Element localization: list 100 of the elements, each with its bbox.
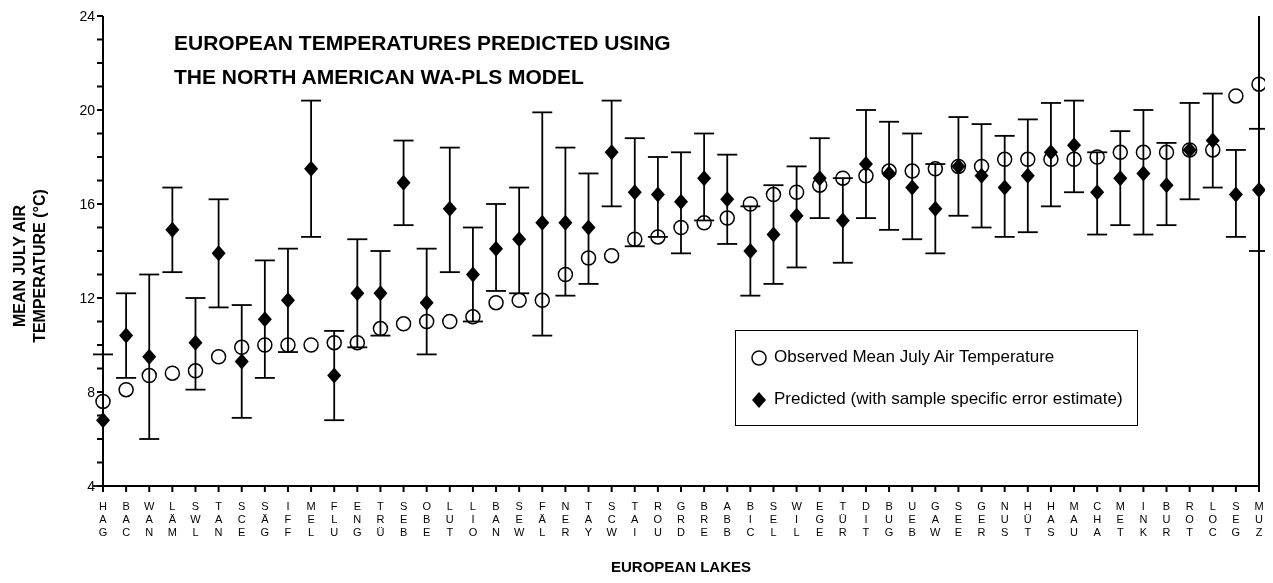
x-tick-label: ROT	[1185, 500, 1195, 538]
point	[534, 292, 551, 309]
point	[789, 207, 804, 224]
x-tick-label: MEL	[306, 500, 316, 538]
x-tick-label: SCE	[237, 500, 246, 538]
point	[187, 363, 204, 379]
x-tick-label: UEB	[908, 500, 917, 538]
point	[1252, 181, 1265, 198]
point	[489, 240, 504, 257]
point	[419, 294, 434, 311]
point	[257, 337, 273, 353]
point	[1158, 144, 1175, 161]
point	[210, 349, 227, 365]
x-tick-label: GRD	[676, 500, 686, 538]
point	[396, 174, 411, 191]
point	[743, 243, 758, 259]
point	[372, 320, 389, 337]
x-tick-label: LUT	[445, 500, 454, 538]
x-tick-label: LIO	[468, 500, 478, 538]
x-tick-label: IFF	[284, 500, 292, 538]
point	[327, 367, 342, 384]
point	[1205, 142, 1221, 158]
point	[280, 337, 296, 353]
point	[696, 215, 712, 231]
point	[788, 184, 805, 200]
point	[1090, 184, 1105, 201]
x-tick-label: HAG	[98, 500, 108, 538]
point	[535, 214, 550, 231]
point	[1089, 149, 1105, 165]
point	[973, 158, 990, 175]
point	[858, 168, 874, 184]
x-tick-label: TAI	[631, 500, 640, 538]
point	[835, 212, 850, 229]
x-tick-label: CHA	[1093, 500, 1102, 538]
point	[465, 309, 481, 325]
point	[997, 179, 1012, 196]
point	[1159, 177, 1174, 194]
point	[720, 191, 735, 208]
point	[350, 285, 365, 302]
x-tick-label: FLU	[330, 500, 339, 538]
point	[164, 365, 181, 381]
point	[904, 163, 920, 179]
x-tick-label: SÄG	[260, 500, 270, 538]
legend-label: Predicted (with sample specific error estimate)	[774, 389, 1123, 408]
point	[674, 193, 688, 210]
x-tick-label: TRÜ	[376, 500, 385, 538]
point	[141, 367, 157, 384]
x-tick-label: TÜR	[838, 500, 847, 538]
point	[395, 316, 412, 332]
x-tick-label: LOC	[1208, 500, 1218, 538]
x-tick-label: BIC	[746, 500, 755, 538]
x-tick-label: BUR	[1162, 500, 1171, 538]
point	[557, 266, 574, 283]
point	[1228, 88, 1244, 104]
point	[142, 348, 157, 365]
x-tick-label: FÄL	[538, 500, 547, 538]
point	[1043, 151, 1059, 168]
x-tick-label: WAN	[144, 500, 156, 538]
point	[765, 186, 782, 203]
x-tick-label: GAW	[930, 500, 942, 538]
point	[326, 334, 342, 351]
point	[697, 170, 712, 187]
point	[603, 247, 620, 264]
x-tick-label: BAC	[122, 500, 131, 538]
point	[811, 177, 828, 193]
point	[119, 327, 134, 344]
point	[418, 313, 435, 330]
y-tick-label: 24	[79, 7, 96, 24]
point	[1135, 144, 1152, 161]
point	[650, 229, 666, 245]
point	[488, 294, 504, 311]
y-tick-label: 20	[79, 101, 96, 118]
point	[280, 292, 295, 309]
x-tick-label: SEE	[954, 500, 963, 538]
point	[580, 250, 597, 266]
x-axis-title: EUROPEAN LAKES	[610, 558, 752, 575]
point	[650, 186, 665, 203]
x-tick-label: GER	[977, 500, 986, 538]
point	[766, 226, 781, 243]
x-tick-label: SWL	[190, 500, 202, 538]
x-tick-label: WIL	[791, 500, 803, 538]
x-tick-label: NUS	[1000, 500, 1009, 538]
point	[742, 196, 759, 212]
x-tick-label: HÜT	[1023, 500, 1032, 538]
point	[627, 231, 643, 247]
point	[1020, 167, 1035, 184]
point	[858, 156, 873, 173]
x-tick-label: BAN	[492, 500, 501, 538]
point	[1136, 165, 1151, 182]
point	[996, 151, 1013, 168]
point	[1113, 170, 1128, 187]
x-tick-label: ABB	[723, 500, 732, 538]
point	[442, 313, 458, 330]
point	[905, 179, 920, 196]
x-tick-label: MAU	[1069, 500, 1079, 538]
point	[511, 292, 527, 309]
point	[835, 170, 851, 186]
x-tick-label: INK	[1139, 500, 1148, 538]
point	[604, 144, 619, 161]
point	[558, 214, 573, 231]
